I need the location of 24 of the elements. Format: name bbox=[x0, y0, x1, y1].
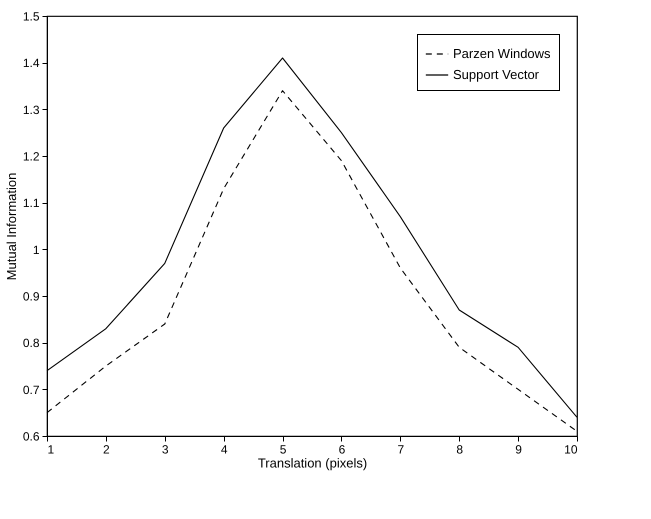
y-tick-label: 0.9 bbox=[22, 290, 40, 304]
x-tick-label: 6 bbox=[338, 442, 346, 456]
y-axis-title: Mutual Information bbox=[4, 172, 19, 280]
y-tick-label: 1.5 bbox=[22, 10, 40, 24]
y-tick-label: 0.7 bbox=[22, 382, 40, 397]
x-axis-title: Translation (pixels) bbox=[258, 456, 368, 470]
x-tick-label: 5 bbox=[280, 442, 287, 456]
x-tick-label: 2 bbox=[103, 442, 110, 456]
y-tick-label: 1.4 bbox=[22, 56, 40, 70]
x-tick-label: 8 bbox=[456, 442, 464, 456]
x-tick-label: 7 bbox=[397, 442, 404, 456]
x-tick-label: 3 bbox=[162, 442, 169, 456]
y-tick-label: 1 bbox=[32, 242, 40, 257]
y-tick-label: 0.6 bbox=[22, 430, 40, 444]
y-tick-label: 1.1 bbox=[22, 196, 40, 210]
legend-label: Parzen Windows bbox=[453, 46, 552, 61]
x-tick-label: 4 bbox=[220, 442, 228, 456]
legend-label: Support Vector bbox=[453, 67, 540, 82]
y-tick-label: 1.3 bbox=[22, 102, 40, 117]
y-tick-label: 1.2 bbox=[22, 150, 40, 164]
x-tick-label: 1 bbox=[48, 442, 54, 456]
x-tick-label: 9 bbox=[515, 442, 522, 456]
x-tick-label: 10 bbox=[564, 442, 578, 456]
y-tick-label: 0.8 bbox=[22, 336, 40, 350]
